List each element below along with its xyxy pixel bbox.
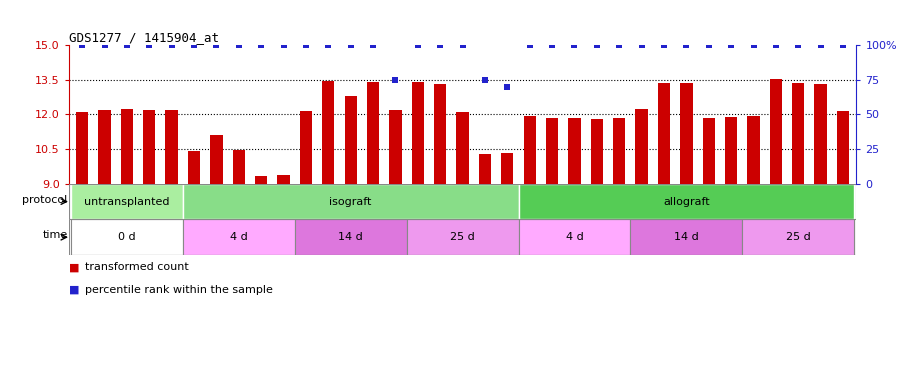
Point xyxy=(813,42,828,48)
Text: isograft: isograft xyxy=(330,196,372,207)
Point xyxy=(142,42,157,48)
Bar xyxy=(183,184,518,219)
Bar xyxy=(76,112,88,184)
Bar xyxy=(546,118,558,184)
Point xyxy=(769,42,783,48)
Point xyxy=(634,42,649,48)
Bar xyxy=(518,219,630,255)
Bar xyxy=(411,82,424,184)
Point xyxy=(388,77,403,83)
Bar xyxy=(389,110,401,184)
Bar xyxy=(211,135,223,184)
Bar xyxy=(518,184,855,219)
Bar xyxy=(166,110,178,184)
Point xyxy=(75,42,90,48)
Bar xyxy=(703,118,714,184)
Bar xyxy=(837,111,849,184)
Point xyxy=(477,77,492,83)
Point xyxy=(500,84,515,90)
Point xyxy=(232,42,246,48)
Bar xyxy=(742,219,855,255)
Point xyxy=(590,42,605,48)
Point xyxy=(545,42,560,48)
Bar xyxy=(188,152,201,184)
Bar xyxy=(233,150,245,184)
Point xyxy=(344,42,358,48)
Point xyxy=(277,42,291,48)
Text: transformed count: transformed count xyxy=(85,262,189,273)
Bar xyxy=(613,118,626,184)
Bar xyxy=(630,219,742,255)
Point xyxy=(299,42,313,48)
Bar xyxy=(278,174,289,184)
Point xyxy=(365,42,380,48)
Bar xyxy=(479,154,491,184)
Point xyxy=(835,42,850,48)
Point xyxy=(254,42,268,48)
Bar xyxy=(501,153,514,184)
Point xyxy=(567,42,582,48)
Point xyxy=(433,42,448,48)
Point xyxy=(164,42,179,48)
Bar xyxy=(792,83,804,184)
Point xyxy=(522,42,537,48)
Bar xyxy=(814,84,827,184)
Text: 25 d: 25 d xyxy=(450,232,475,242)
Bar xyxy=(344,96,357,184)
Text: untransplanted: untransplanted xyxy=(84,196,169,207)
Text: 14 d: 14 d xyxy=(338,232,363,242)
Bar xyxy=(769,78,782,184)
Bar xyxy=(658,83,671,184)
Bar xyxy=(143,110,156,184)
Text: 4 d: 4 d xyxy=(230,232,247,242)
Bar xyxy=(747,116,759,184)
Text: GDS1277 / 1415904_at: GDS1277 / 1415904_at xyxy=(69,31,219,44)
Bar xyxy=(456,112,469,184)
Bar xyxy=(681,83,692,184)
Point xyxy=(410,42,425,48)
Point xyxy=(612,42,627,48)
Bar xyxy=(322,81,334,184)
Bar xyxy=(367,82,379,184)
Point xyxy=(702,42,716,48)
Bar xyxy=(300,111,312,184)
Bar xyxy=(568,118,581,184)
Point xyxy=(724,42,738,48)
Bar xyxy=(725,117,737,184)
Point xyxy=(97,42,112,48)
Point xyxy=(679,42,693,48)
Point xyxy=(791,42,805,48)
Bar xyxy=(98,110,111,184)
Text: ■: ■ xyxy=(69,285,82,295)
Bar xyxy=(71,184,183,219)
Bar xyxy=(121,109,133,184)
Text: 0 d: 0 d xyxy=(118,232,136,242)
Bar xyxy=(591,119,603,184)
Bar xyxy=(183,219,295,255)
Text: ■: ■ xyxy=(69,262,82,273)
Bar xyxy=(295,219,407,255)
Bar xyxy=(636,109,648,184)
Point xyxy=(120,42,135,48)
Point xyxy=(455,42,470,48)
Text: 14 d: 14 d xyxy=(674,232,699,242)
Point xyxy=(187,42,202,48)
Text: percentile rank within the sample: percentile rank within the sample xyxy=(85,285,273,295)
Text: 4 d: 4 d xyxy=(565,232,583,242)
Text: 25 d: 25 d xyxy=(786,232,811,242)
Point xyxy=(747,42,761,48)
Point xyxy=(209,42,224,48)
Bar xyxy=(255,176,267,184)
Text: time: time xyxy=(42,230,68,240)
Bar xyxy=(71,219,183,255)
Bar xyxy=(434,84,446,184)
Bar xyxy=(524,116,536,184)
Text: allograft: allograft xyxy=(663,196,710,207)
Point xyxy=(321,42,335,48)
Bar xyxy=(407,219,518,255)
Point xyxy=(657,42,671,48)
Text: protocol: protocol xyxy=(22,195,68,205)
